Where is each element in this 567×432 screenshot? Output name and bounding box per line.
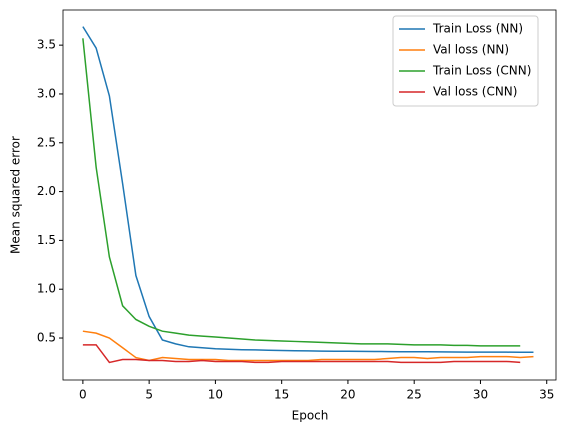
legend-label: Val loss (NN): [433, 43, 509, 57]
series-line: [82, 38, 521, 347]
legend-box: [392, 15, 539, 107]
x-tick-label: 10: [208, 388, 223, 402]
y-axis-label: Mean squared error: [9, 136, 23, 254]
plot-frame: [62, 9, 557, 381]
x-tick-label: 35: [539, 388, 554, 402]
series-line: [82, 26, 534, 354]
y-tick-label: 3.0: [37, 86, 56, 100]
x-tick-label: 15: [274, 388, 289, 402]
legend-label: Val loss (CNN): [433, 85, 517, 99]
y-tick-label: 0.5: [37, 331, 56, 345]
y-tick-label: 2.0: [37, 184, 56, 198]
legend-label: Train Loss (NN): [432, 22, 523, 36]
x-tick-label: 20: [340, 388, 355, 402]
x-tick-label: 30: [473, 388, 488, 402]
series-line: [82, 344, 521, 364]
x-tick-label: 5: [145, 388, 153, 402]
y-tick-label: 2.5: [37, 135, 56, 149]
x-axis-label: Epoch: [292, 409, 329, 423]
y-tick-label: 1.0: [37, 282, 56, 296]
series-line: [82, 330, 534, 362]
legend-label: Train Loss (CNN): [432, 64, 531, 78]
y-tick-label: 1.5: [37, 233, 56, 247]
x-tick-label: 0: [79, 388, 87, 402]
x-tick-label: 25: [407, 388, 422, 402]
y-tick-label: 3.5: [37, 38, 56, 52]
